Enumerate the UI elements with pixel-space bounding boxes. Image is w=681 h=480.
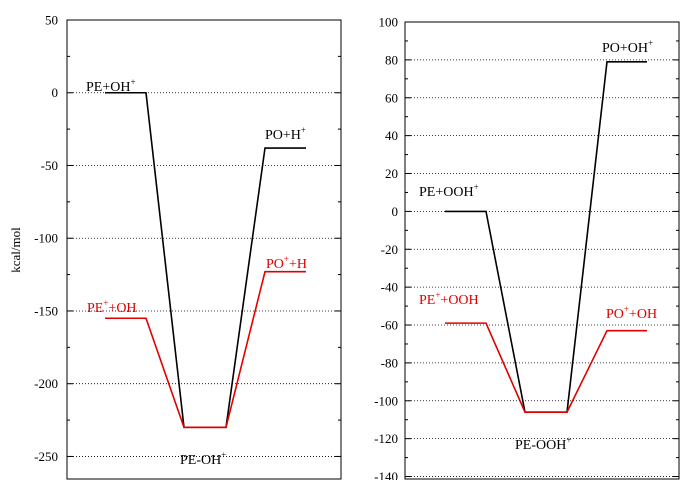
label-pe-plus-oh: PE++OH bbox=[87, 298, 137, 316]
right-y-tick-label: -140 bbox=[374, 469, 398, 480]
right-y-tick-label: -80 bbox=[381, 355, 398, 370]
right-y-tick-label: 40 bbox=[385, 128, 398, 143]
left-y-tick-label: 0 bbox=[52, 85, 59, 100]
left-y-tick-label: -150 bbox=[34, 303, 58, 318]
left-y-ticks: 50 0 -50 -100 -150 -200 -250 bbox=[34, 13, 341, 464]
right-y-tick-label: -100 bbox=[374, 393, 398, 408]
left-y-axis-title: kcal/mol bbox=[8, 227, 23, 273]
right-series-black-path bbox=[445, 60, 647, 413]
left-series-red-path bbox=[105, 270, 306, 429]
right-y-tick-label: 0 bbox=[392, 204, 399, 219]
right-y-tick-label: 100 bbox=[379, 15, 399, 30]
right-grid bbox=[405, 59, 679, 477]
right-y-tick-label: -60 bbox=[381, 318, 398, 333]
label-po-plus-h: PO++H bbox=[266, 254, 307, 272]
right-y-tick-label: -120 bbox=[374, 431, 398, 446]
left-series bbox=[105, 91, 306, 429]
left-y-tick-label: -250 bbox=[34, 449, 58, 464]
right-series-red-path bbox=[445, 322, 647, 413]
right-y-tick-label: -20 bbox=[381, 242, 398, 257]
left-y-tick-label: -200 bbox=[34, 376, 58, 391]
right-y-ticks: 100 80 60 40 20 0 -20 -40 -60 -80 -100 -120 -140 bbox=[374, 15, 679, 480]
right-y-tick-label: 20 bbox=[385, 166, 398, 181]
left-plot-frame bbox=[66, 19, 342, 480]
right-y-tick-label: 60 bbox=[385, 90, 398, 105]
label-po-h: PO+H+ bbox=[265, 125, 306, 143]
left-y-tick-label: -50 bbox=[41, 158, 58, 173]
left-grid bbox=[67, 92, 341, 457]
right-plot-frame bbox=[404, 21, 680, 480]
label-pe-plus-ooh: PE++OOH bbox=[419, 290, 479, 308]
right-y-tick-label: -40 bbox=[381, 280, 398, 295]
left-y-tick-label: 50 bbox=[45, 13, 58, 28]
label-po-plus-oh: PO++OH bbox=[606, 304, 657, 322]
label-pe-ooh: PE+OOH+ bbox=[419, 182, 479, 200]
label-pe-oh: PE+OH+ bbox=[86, 77, 136, 95]
label-pe-oh-adduct: PE-OH+ bbox=[180, 450, 226, 468]
label-pe-ooh-adduct: PE-OOH+ bbox=[515, 435, 571, 453]
label-po-oh: PO+OH+ bbox=[602, 38, 653, 56]
left-y-tick-label: -100 bbox=[34, 231, 58, 246]
right-series bbox=[445, 60, 647, 413]
right-y-tick-label: 80 bbox=[385, 52, 398, 67]
